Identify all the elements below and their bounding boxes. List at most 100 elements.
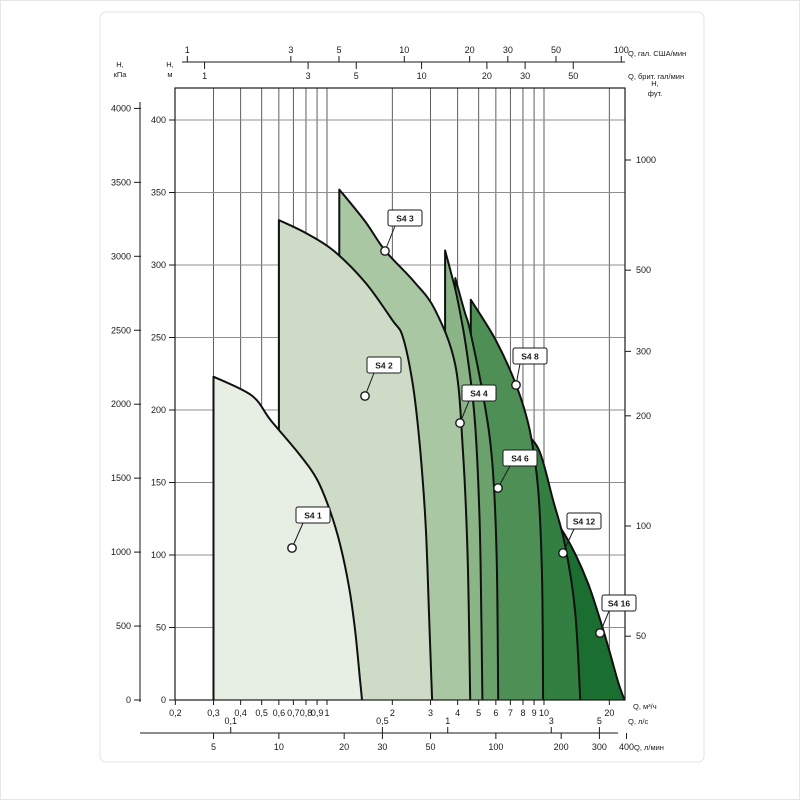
tick-label: 0,6: [273, 708, 286, 718]
callout-box: [366, 356, 402, 374]
tick-label: 100: [488, 742, 503, 752]
callout-s4-12: S4 12: [558, 512, 602, 558]
envelope-outline-s4-8: [469, 298, 545, 700]
callout-dot: [360, 391, 370, 401]
callout-label: S4 3: [396, 214, 414, 224]
callout-dot: [380, 246, 390, 256]
tick-label: 20: [465, 45, 475, 55]
callout-label: S4 8: [521, 352, 539, 362]
tick-label: 2000: [111, 399, 131, 409]
tick-label: 4000: [111, 103, 131, 113]
pump-envelopes: [212, 188, 625, 700]
envelope-outline-s4-4: [444, 249, 484, 700]
callout-label: S4 2: [375, 361, 393, 371]
axis-unit-label: фут.: [648, 89, 663, 98]
axis-unit-label: H,: [116, 60, 124, 69]
callout-label: S4 12: [573, 517, 595, 527]
axis-unit-label: кПа: [114, 70, 128, 79]
tick-label: 3: [306, 71, 311, 81]
envelope-outline-s4-2: [277, 219, 434, 700]
tick-label: 50: [426, 742, 436, 752]
tick-label: 0,4: [234, 708, 247, 718]
tick-label: 30: [503, 45, 513, 55]
tick-label: 50: [636, 631, 646, 641]
tick-label: 250: [151, 333, 166, 343]
tick-label: 4: [455, 708, 460, 718]
tick-label: 8: [520, 708, 525, 718]
callout-s4-16: S4 16: [595, 594, 637, 638]
tick-label: 50: [551, 45, 561, 55]
axis-right-ft: 1000 500 300 200 100 50 H,фут.: [625, 79, 662, 641]
tick-label: 0,5: [376, 716, 389, 726]
tick-label: 10: [399, 45, 409, 55]
tick-label: 30: [520, 71, 530, 81]
tick-label: 100: [614, 45, 629, 55]
plot-border: [174, 87, 626, 701]
callout-s4-8: S4 8: [511, 347, 548, 390]
axis-unit-label: Q, брит. гал/мин: [628, 72, 684, 81]
tick-label: 400: [619, 742, 634, 752]
tick-label: 500: [636, 265, 651, 275]
tick-label: 1000: [111, 547, 131, 557]
tick-label: 100: [151, 550, 166, 560]
tick-label: 500: [116, 621, 131, 631]
tick-label: 5: [336, 45, 341, 55]
tick-label: 2500: [111, 325, 131, 335]
axis-bottom-m3h: 0,2 0,3 0,4 0,5 0,6 0,7 0,80,9 1 2 3 4 5 6 7 8 9 10 20 Q, …: [169, 700, 657, 718]
callout-dot: [493, 483, 503, 493]
tick-label: 0: [161, 695, 166, 705]
tick-label: 0,1: [224, 716, 237, 726]
tick-label: 200: [554, 742, 569, 752]
tick-label: 0: [126, 695, 131, 705]
axis-unit-label: H,: [651, 79, 659, 88]
tick-label: 1: [445, 716, 450, 726]
axis-left-kpa: 4000 3500 3000 2500 2000 1500 1000 500 0 H,кПа: [111, 60, 141, 705]
tick-label: 400: [151, 115, 166, 125]
tick-label: 0,7: [287, 708, 300, 718]
tick-label: 10: [539, 708, 549, 718]
tick-label: 5: [354, 71, 359, 81]
tick-label: 3: [288, 45, 293, 55]
tick-label: 7: [508, 708, 513, 718]
axis-unit-label: м: [167, 70, 172, 79]
callout-dot: [287, 543, 297, 553]
tick-label: 20: [482, 71, 492, 81]
tick-label: 5: [597, 716, 602, 726]
callout-box: [295, 506, 331, 524]
tick-label: 1: [185, 45, 190, 55]
callout-box: [601, 594, 637, 612]
callout-box: [566, 512, 602, 530]
axis-unit-label: Q, л/мин: [634, 743, 664, 752]
tick-label: 1500: [111, 473, 131, 483]
callout-s4-3: S4 3: [380, 209, 423, 256]
tick-label: 200: [636, 411, 651, 421]
tick-label: 150: [151, 478, 166, 488]
callout-s4-6: S4 6: [493, 449, 538, 493]
callout-dot: [558, 548, 568, 558]
tick-label: 0,2: [169, 708, 182, 718]
tick-label: 50: [156, 623, 166, 633]
tick-label: 1000: [636, 155, 656, 165]
tick-label: 300: [151, 260, 166, 270]
callout-s4-1: S4 1: [287, 506, 331, 553]
axis-top-imp-gpm: 1 3 5 10 20 30 50 Q, брит. гал/мин: [202, 62, 684, 81]
callout-box: [502, 449, 538, 467]
callout-s4-2: S4 2: [360, 356, 402, 401]
tick-label: 300: [592, 742, 607, 752]
tick-label: 300: [636, 346, 651, 356]
tick-label: 0,3: [207, 708, 220, 718]
tick-label: 350: [151, 188, 166, 198]
tick-label: 0,8: [300, 708, 313, 718]
tick-label: 50: [568, 71, 578, 81]
tick-label: 5: [476, 708, 481, 718]
axis-bottom-ls-lmin: 0,1 0,5 1 3 5 Q, л/с 5 10 20 30 50 100 200 300 400 Q, л…: [140, 716, 664, 752]
envelope-outline-s4-6: [454, 277, 500, 700]
callout-label: S4 4: [470, 389, 488, 399]
callout-label: S4 6: [511, 454, 529, 464]
axis-unit-label: Q, м³/ч: [633, 702, 657, 711]
tick-label: 9: [532, 708, 537, 718]
tick-label: 100: [636, 521, 651, 531]
callout-box: [387, 209, 423, 227]
